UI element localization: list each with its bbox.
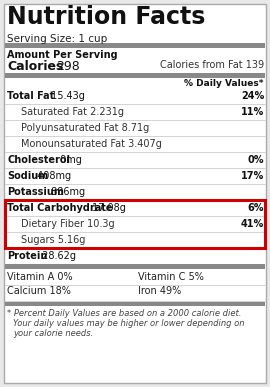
Text: % Daily Values*: % Daily Values* <box>184 79 264 88</box>
Text: 408mg: 408mg <box>34 171 72 181</box>
Text: Saturated Fat 2.231g: Saturated Fat 2.231g <box>21 107 124 117</box>
Text: Total Fat: Total Fat <box>7 91 54 101</box>
Text: Vitamin A 0%: Vitamin A 0% <box>7 272 73 282</box>
Bar <box>5 73 265 78</box>
Text: Vitamin C 5%: Vitamin C 5% <box>138 272 204 282</box>
Text: 6%: 6% <box>248 203 264 213</box>
Bar <box>5 264 265 269</box>
Text: Sugars 5.16g: Sugars 5.16g <box>21 235 85 245</box>
Text: Protein: Protein <box>7 251 47 261</box>
Text: Monounsaturated Fat 3.407g: Monounsaturated Fat 3.407g <box>21 139 162 149</box>
Text: 41%: 41% <box>241 219 264 229</box>
Text: Iron 49%: Iron 49% <box>138 286 181 296</box>
Bar <box>5 302 265 306</box>
Text: Calories: Calories <box>7 60 63 73</box>
Text: 17.08g: 17.08g <box>89 203 126 213</box>
Text: 11%: 11% <box>241 107 264 117</box>
Text: Cholesterol: Cholesterol <box>7 155 70 165</box>
Text: Polyunsaturated Fat 8.71g: Polyunsaturated Fat 8.71g <box>21 123 149 133</box>
Text: Potassium: Potassium <box>7 187 64 197</box>
Text: 0%: 0% <box>248 155 264 165</box>
Text: Calcium 18%: Calcium 18% <box>7 286 71 296</box>
Text: Your daily values may be higher or lower depending on: Your daily values may be higher or lower… <box>13 319 245 328</box>
Text: Dietary Fiber 10.3g: Dietary Fiber 10.3g <box>21 219 115 229</box>
Text: 0mg: 0mg <box>57 155 82 165</box>
Text: Calories from Fat 139: Calories from Fat 139 <box>160 60 264 70</box>
Text: Serving Size: 1 cup: Serving Size: 1 cup <box>7 34 107 44</box>
Text: 24%: 24% <box>241 91 264 101</box>
Text: 886mg: 886mg <box>48 187 85 197</box>
Text: 298: 298 <box>56 60 80 73</box>
Text: 28.62g: 28.62g <box>39 251 76 261</box>
Text: Sodium: Sodium <box>7 171 48 181</box>
Bar <box>5 43 265 48</box>
Text: * Percent Daily Values are based on a 2000 calorie diet.: * Percent Daily Values are based on a 20… <box>7 309 241 318</box>
Text: 15.43g: 15.43g <box>48 91 85 101</box>
Text: Amount Per Serving: Amount Per Serving <box>7 50 118 60</box>
Text: Total Carbohydrate: Total Carbohydrate <box>7 203 113 213</box>
Text: your calorie needs.: your calorie needs. <box>13 329 93 338</box>
Text: Nutrition Facts: Nutrition Facts <box>7 5 205 29</box>
Text: 17%: 17% <box>241 171 264 181</box>
